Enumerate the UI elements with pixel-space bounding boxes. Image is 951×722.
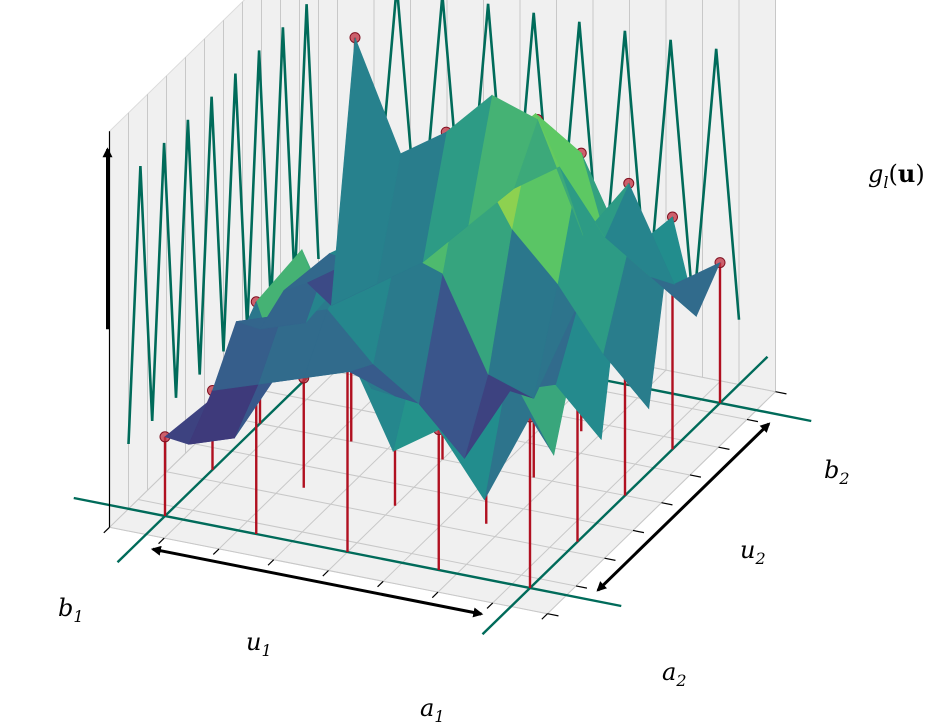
tick-u1: [158, 537, 165, 545]
tick-u2: [547, 613, 559, 617]
label-a1: a1: [420, 694, 445, 722]
tick-u2: [604, 557, 616, 561]
surface-facet: [330, 37, 401, 306]
label-g-axis: gl(u): [868, 159, 925, 192]
tick-u1: [267, 559, 275, 566]
u2-range-arrow: [596, 422, 771, 592]
tick-u1: [541, 613, 548, 620]
tick-u1: [486, 602, 494, 609]
tick-u2: [746, 418, 759, 423]
surface-mesh: [164, 37, 721, 501]
basis-zigzag-u1: [127, 4, 320, 445]
tick-u1: [212, 548, 220, 555]
tick-u2: [632, 529, 645, 534]
tick-u1: [431, 591, 439, 599]
tick-u1: [377, 580, 384, 588]
tick-u1: [322, 570, 329, 577]
tick-u2: [661, 502, 673, 506]
tick-u1: [103, 526, 110, 534]
tick-u2: [575, 585, 588, 589]
label-u2: u2: [740, 536, 766, 568]
axis-arrows: [102, 147, 771, 618]
tick-u2: [689, 474, 702, 478]
u1-range-arrow: [150, 545, 484, 618]
label-u1: u1: [246, 628, 272, 660]
label-a2: a2: [662, 658, 687, 690]
tick-u2: [718, 446, 730, 450]
label-b2: b2: [824, 456, 850, 488]
tick-u2: [775, 391, 787, 395]
label-b1: b1: [58, 594, 84, 626]
